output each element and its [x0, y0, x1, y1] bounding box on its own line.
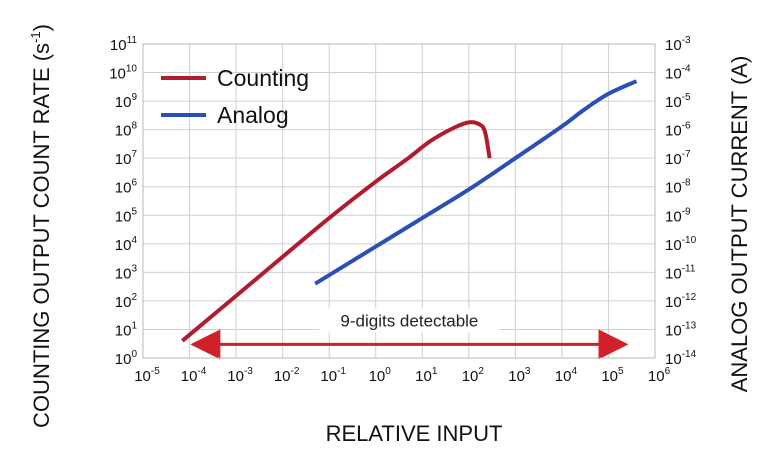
x-axis-title: RELATIVE INPUT	[326, 421, 503, 446]
y-left-tick-label: 107	[115, 149, 138, 168]
x-tick-label: 10-5	[134, 366, 160, 385]
y-right-tick-label: 10-10	[665, 235, 697, 254]
y-left-tick-label: 106	[115, 178, 138, 197]
y-right-tick-label: 10-3	[665, 35, 691, 54]
y-left-axis-title-end: )	[29, 24, 54, 31]
y-left-tick-label: 1010	[109, 64, 137, 83]
x-tick-label: 103	[508, 366, 531, 385]
x-tick-label: 10-2	[274, 366, 300, 385]
legend-label-analog: Analog	[217, 102, 289, 128]
x-tick-label: 10-3	[227, 366, 253, 385]
x-tick-label: 10-4	[181, 366, 207, 385]
y-left-tick-label: 108	[115, 121, 138, 140]
y-right-tick-label: 10-7	[665, 149, 691, 168]
y-left-tick-label: 102	[115, 292, 138, 311]
y-left-tick-label: 1011	[110, 35, 138, 54]
y-left-tick-label: 105	[115, 206, 138, 225]
y-left-tick-label: 103	[115, 263, 138, 282]
x-tick-label: 10-1	[320, 366, 346, 385]
x-tick-label: 100	[369, 366, 392, 385]
y-right-tick-label: 10-4	[665, 64, 691, 83]
y-left-tick-label: 109	[115, 92, 138, 111]
annotation-layer: 9-digits detectable	[190, 308, 629, 360]
series-line-counting	[181, 120, 492, 343]
annotation-label-bg	[319, 308, 500, 333]
plot-frame	[142, 43, 656, 359]
x-tick-label: 105	[601, 366, 624, 385]
y-right-tick-labels: 10-14 10-13 10-12 10-11 10-10 10-9 10-8 10-7 10-…	[665, 35, 697, 368]
y-right-tick-label: 10-6	[665, 121, 691, 140]
x-tick-label: 102	[462, 366, 485, 385]
y-left-tick-label: 104	[115, 235, 138, 254]
y-right-tick-label: 10-5	[665, 92, 691, 111]
y-right-tick-label: 10-12	[665, 292, 697, 311]
legend-label-counting: Counting	[217, 65, 309, 91]
y-left-axis-title-sup: -1	[28, 31, 43, 43]
series-layer	[181, 79, 638, 343]
y-left-axis-title: COUNTING OUTPUT COUNT RATE (s-1)	[28, 24, 54, 428]
annotation-label: 9-digits detectable	[340, 311, 478, 330]
y-left-axis-title-main: COUNTING OUTPUT COUNT RATE (s	[29, 43, 54, 428]
x-tick-label: 106	[648, 366, 671, 385]
x-tick-label: 101	[415, 366, 438, 385]
series-line-analog	[314, 79, 638, 286]
y-right-tick-label: 10-8	[665, 178, 691, 197]
y-right-tick-label: 10-13	[665, 320, 697, 339]
y-left-tick-label: 101	[115, 320, 138, 339]
y-right-tick-label: 10-14	[665, 349, 697, 368]
x-tick-labels: 10-5 10-4 10-3 10-2 10-1 100 101 102 103 104 105 10…	[134, 366, 670, 385]
y-right-tick-label: 10-9	[665, 206, 691, 225]
y-right-axis-title: ANALOG OUTPUT CURRENT (A)	[727, 56, 752, 393]
y-left-tick-label: 100	[115, 349, 138, 368]
y-left-tick-labels: 100 101 102 103 104 105 106 107 108 109 1010 1011	[109, 35, 137, 368]
x-tick-label: 104	[555, 366, 578, 385]
legend: Counting Analog	[161, 65, 309, 128]
y-right-tick-label: 10-11	[665, 263, 696, 282]
